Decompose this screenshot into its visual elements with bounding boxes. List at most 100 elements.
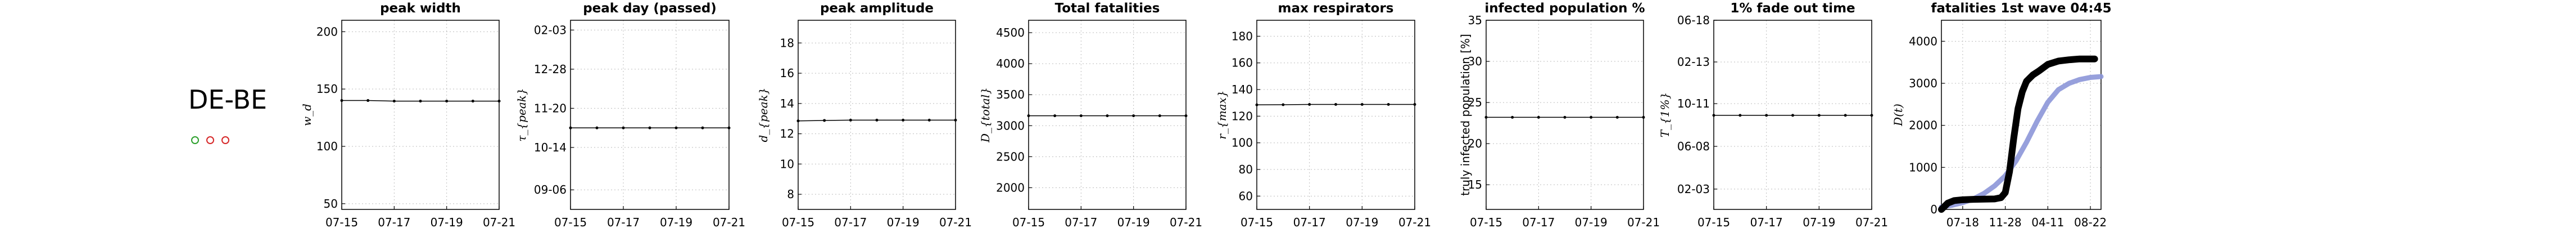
chart-title: Total fatalities — [1055, 1, 1160, 16]
status-dot — [206, 136, 214, 144]
chart-panel: 07-15 07-17 07-19 07-21 2000 2500 3000 3500 4000… — [979, 1, 1202, 229]
data-point — [1537, 115, 1540, 119]
data-point — [1053, 114, 1057, 118]
x-tick-label: 07-17 — [378, 216, 410, 229]
chart-panel: 07-15 07-17 07-19 07-21 09-06 10-14 11-20 12-28… — [515, 1, 745, 229]
data-point — [392, 100, 396, 103]
data-point — [1413, 103, 1416, 106]
x-tick-label: 07-21 — [1398, 216, 1431, 229]
plot-frame — [341, 20, 500, 210]
data-point — [340, 99, 343, 102]
data-point — [1255, 103, 1258, 106]
data-point — [1484, 115, 1488, 119]
data-point — [674, 126, 678, 129]
x-tick-label: 07-19 — [1575, 216, 1608, 229]
y-tick-label: 3000 — [996, 119, 1025, 132]
y-tick-label: 15 — [1468, 178, 1482, 191]
y-tick-label: 0 — [1930, 203, 1937, 216]
chart-panel: 07-18 11-28 04-11 08-22 0 1000 2000 3000 4000 fat… — [1891, 1, 2112, 229]
region-label: DE-BE — [188, 84, 268, 115]
data-point — [1132, 114, 1135, 118]
y-tick-label: 3500 — [996, 88, 1025, 101]
x-tick-label: 04-11 — [2031, 216, 2064, 229]
data-point — [875, 118, 879, 122]
data-point — [1817, 114, 1821, 117]
chart-title: 1% fade out time — [1730, 1, 1855, 16]
data-point — [1765, 114, 1768, 117]
y-tick-label: 4000 — [996, 57, 1025, 70]
x-tick-label: 08-22 — [2074, 216, 2107, 229]
data-point — [419, 100, 422, 103]
chart-panel: 07-15 07-17 07-19 07-21 02-03 06-08 10-11 02-13… — [1658, 1, 1888, 229]
data-point — [445, 100, 449, 103]
data-point — [1590, 115, 1593, 119]
data-point — [727, 126, 731, 129]
y-tick-label: 10-11 — [1677, 97, 1710, 110]
y-axis-label: τ_{peak} — [515, 88, 528, 141]
data-point — [1308, 103, 1311, 106]
data-point — [1079, 114, 1083, 118]
x-tick-label: 07-15 — [325, 216, 358, 229]
y-tick-label: 12-28 — [534, 62, 567, 76]
data-point — [1027, 114, 1030, 118]
y-tick-label: 35 — [1468, 14, 1482, 27]
y-tick-label: 02-13 — [1677, 55, 1710, 69]
data-point — [1334, 103, 1337, 106]
x-tick-label: 07-15 — [1012, 216, 1045, 229]
y-axis-label: r_{max} — [1215, 90, 1229, 139]
y-tick-label: 06-08 — [1677, 140, 1710, 153]
x-tick-label: 07-19 — [1346, 216, 1378, 229]
data-point — [497, 100, 501, 103]
status-dot — [221, 136, 229, 144]
y-axis-label: truly infected population [%] — [1459, 34, 1472, 196]
data-point — [622, 126, 625, 129]
data-point — [1106, 114, 1109, 118]
y-tick-label: 10-14 — [534, 141, 567, 154]
data-point — [1360, 103, 1364, 106]
x-tick-label: 07-21 — [483, 216, 515, 229]
y-tick-label: 4500 — [996, 26, 1025, 39]
data-point — [1563, 115, 1567, 119]
x-tick-label: 07-19 — [431, 216, 463, 229]
x-tick-label: 07-17 — [1522, 216, 1555, 229]
y-tick-label: 2000 — [1909, 119, 1937, 132]
y-tick-label: 09-06 — [534, 183, 567, 196]
y-tick-label: 18 — [780, 36, 794, 50]
data-point — [1615, 115, 1619, 119]
data-point — [1712, 114, 1715, 117]
y-tick-label: 2500 — [996, 150, 1025, 163]
data-point — [569, 126, 572, 129]
y-tick-label: 60 — [1239, 189, 1253, 203]
data-point — [1511, 115, 1514, 119]
y-tick-label: 180 — [1232, 29, 1253, 43]
plot-frame — [1941, 20, 2102, 210]
chart-title: max respirators — [1278, 1, 1393, 16]
x-tick-label: 07-15 — [554, 216, 587, 229]
data-point — [1870, 114, 1873, 117]
y-tick-label: 11-20 — [534, 101, 567, 115]
y-axis-label: D_{total} — [979, 87, 992, 143]
x-tick-label: 07-21 — [939, 216, 972, 229]
y-axis-label: w_d — [300, 104, 314, 126]
x-tick-label: 07-15 — [1470, 216, 1502, 229]
data-point — [823, 119, 826, 122]
y-tick-label: 20 — [1468, 137, 1482, 150]
y-tick-label: 100 — [316, 140, 338, 153]
chart-title: infected population % — [1484, 1, 1645, 16]
y-tick-label: 100 — [1232, 136, 1253, 150]
x-tick-label: 07-19 — [1803, 216, 1835, 229]
data-point — [902, 118, 905, 122]
x-tick-label: 07-19 — [887, 216, 920, 229]
y-tick-label: 25 — [1468, 96, 1482, 109]
y-axis-label: T_{1%} — [1658, 92, 1672, 138]
x-tick-label: 07-17 — [1750, 216, 1783, 229]
chart-panel: 07-15 07-17 07-19 07-21 60 80 100 120 140 160 180 m… — [1215, 1, 1431, 229]
y-tick-label: 80 — [1239, 163, 1253, 176]
chart-panel: 07-15 07-17 07-19 07-21 8 10 12 14 16 18 peak ampl… — [757, 1, 972, 229]
x-tick-label: 07-17 — [1293, 216, 1326, 229]
data-point — [471, 100, 474, 103]
data-point — [954, 118, 957, 122]
x-tick-label: 07-15 — [1241, 216, 1273, 229]
y-tick-label: 50 — [324, 197, 338, 211]
